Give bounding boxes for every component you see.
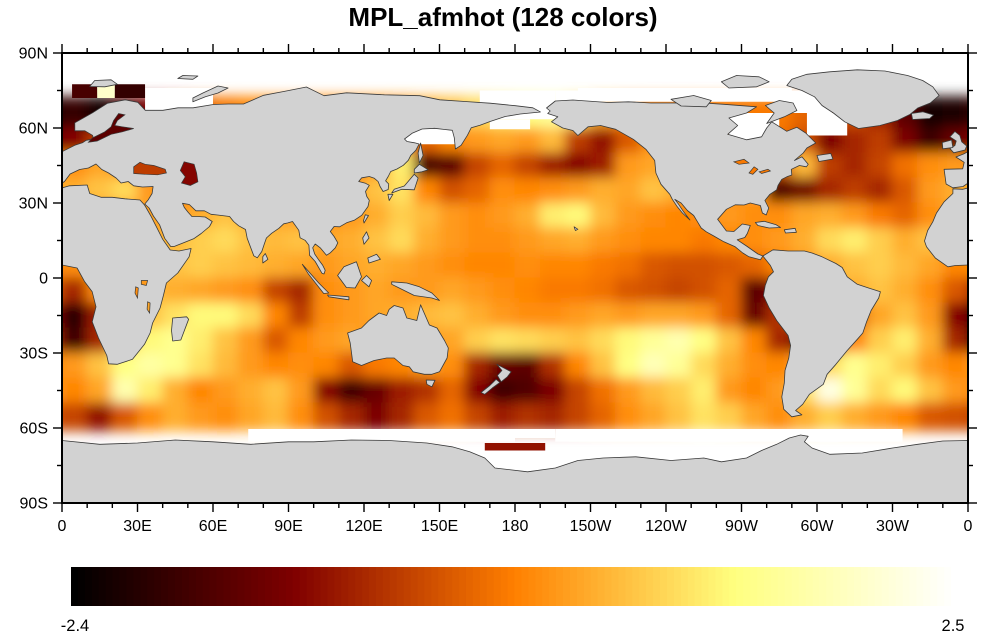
x-tick-label: 0 — [964, 518, 973, 535]
y-tick-label: 90N — [19, 46, 48, 63]
landmass-antarctica — [968, 435, 984, 508]
plot-title: MPL_afmhot (128 colors) — [348, 2, 657, 32]
y-tick-label: 0 — [39, 271, 48, 288]
x-tick-label: 30W — [876, 518, 910, 535]
missing-data-region — [248, 429, 515, 442]
y-tick-label: 30N — [19, 196, 48, 213]
x-tick-label: 120E — [345, 518, 382, 535]
x-tick-label: 0 — [58, 518, 67, 535]
x-tick-label: 90E — [274, 518, 302, 535]
data-patch — [485, 443, 545, 451]
y-tick-label: 90S — [20, 496, 48, 513]
y-tick-label: 30S — [20, 346, 48, 363]
colorbar — [71, 567, 959, 606]
water-lake-victoria — [141, 281, 147, 286]
map-layer — [19, 53, 984, 508]
y-tick-label: 60N — [19, 121, 48, 138]
missing-data-region — [555, 429, 902, 442]
data-patch — [115, 84, 145, 98]
x-tick-label: 150W — [570, 518, 613, 535]
x-tick-label: 150E — [421, 518, 458, 535]
missing-data-region — [490, 119, 530, 129]
x-tick-label: 60W — [801, 518, 835, 535]
y-tick-label: 60S — [20, 421, 48, 438]
colorbar-min-label: -2.4 — [61, 617, 89, 634]
x-tick-label: 30E — [123, 518, 151, 535]
x-tick-label: 60E — [199, 518, 227, 535]
x-tick-label: 180 — [502, 518, 529, 535]
x-tick-label: 120W — [645, 518, 688, 535]
x-tick-label: 90W — [725, 518, 759, 535]
colorbar-max-label: 2.5 — [942, 617, 965, 634]
missing-data-region — [515, 429, 555, 438]
